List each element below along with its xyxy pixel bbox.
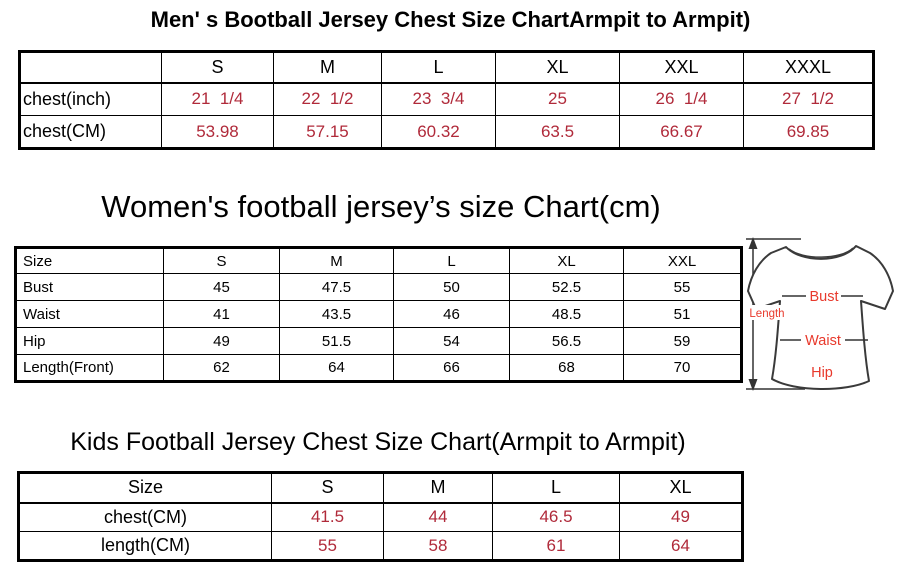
table-row: Length(Front) 62 64 66 68 70 [15, 354, 742, 382]
cell-value: 53.98 [161, 115, 274, 149]
bust-label: Bust [809, 289, 838, 305]
table-row: chest(inch) 21 1/4 22 1/2 23 3/4 25 26 1/4 27 … [19, 82, 874, 116]
waist-label: Waist [805, 333, 841, 349]
cell-value: 66 [393, 354, 510, 382]
kids-chart-title: Kids Football Jersey Chest Size Chart(Ar… [70, 428, 686, 456]
row-label: chest(CM) [19, 115, 162, 149]
cell-value: 61 [492, 531, 620, 561]
cell-value: 25 [495, 82, 620, 116]
header-row: Size S M L XL [18, 472, 743, 504]
cell-value: 47.5 [279, 273, 394, 301]
cell-value: 60.32 [381, 115, 496, 149]
column-header: XL [509, 247, 624, 274]
cell-value: 52.5 [509, 273, 624, 301]
column-header: XXL [623, 247, 742, 274]
cell-value: 68 [509, 354, 624, 382]
column-header: L [381, 51, 496, 84]
table-row: Hip 49 51.5 54 56.5 59 [15, 327, 742, 355]
cell-value: 44 [383, 502, 493, 532]
cell-value: 55 [271, 531, 384, 561]
row-label: length(CM) [18, 531, 272, 561]
table-row: Waist 41 43.5 46 48.5 51 [15, 300, 742, 328]
cell-value: 41 [163, 300, 280, 328]
column-header: S [271, 472, 384, 504]
men-size-table: S M L XL XXL XXXL chest(inch) 21 1/4 22 1/2 23 3/… [18, 50, 875, 150]
column-header: XXXL [743, 51, 874, 84]
collar-inner-arc [788, 247, 854, 258]
cell-value: 23 3/4 [381, 82, 496, 116]
kids-size-table: Size S M L XL chest(CM) 41.5 44 46.5 49 length(CM)… [17, 471, 744, 562]
tshirt-measurement-diagram: Length Bust Waist Hip [744, 234, 901, 396]
length-label: Length [749, 308, 784, 320]
column-header: XL [495, 51, 620, 84]
column-header: XXL [619, 51, 744, 84]
table-row: Bust 45 47.5 50 52.5 55 [15, 273, 742, 301]
cell-value: 59 [623, 327, 742, 355]
cell-value: 46.5 [492, 502, 620, 532]
length-label-backing [745, 305, 790, 320]
column-header: Size [15, 247, 164, 274]
cell-value: 51.5 [279, 327, 394, 355]
column-header: L [492, 472, 620, 504]
women-chart-title: Women's football jersey’s size Chart(cm) [101, 189, 661, 224]
cell-value: 49 [163, 327, 280, 355]
column-header [19, 51, 162, 84]
column-header: Size [18, 472, 272, 504]
cell-value: 46 [393, 300, 510, 328]
row-label: Waist [15, 300, 164, 328]
column-header: L [393, 247, 510, 274]
cell-value: 48.5 [509, 300, 624, 328]
cell-value: 70 [623, 354, 742, 382]
cell-value: 43.5 [279, 300, 394, 328]
men-chart-title: Men' s Bootball Jersey Chest Size ChartA… [150, 7, 751, 32]
cell-value: 22 1/2 [273, 82, 382, 116]
cell-value: 63.5 [495, 115, 620, 149]
cell-value: 41.5 [271, 502, 384, 532]
column-header: S [161, 51, 274, 84]
cell-value: 54 [393, 327, 510, 355]
column-header: M [273, 51, 382, 84]
row-label: Hip [15, 327, 164, 355]
women-size-table: Size S M L XL XXL Bust 45 47.5 50 52.5 55 Waist 41 43.… [14, 246, 743, 383]
header-row: S M L XL XXL XXXL [19, 51, 874, 84]
hip-label: Hip [811, 365, 833, 381]
row-label: chest(CM) [18, 502, 272, 532]
cell-value: 64 [279, 354, 394, 382]
header-row: Size S M L XL XXL [15, 247, 742, 274]
cell-value: 66.67 [619, 115, 744, 149]
table-row: length(CM) 55 58 61 64 [18, 531, 743, 561]
table-row: chest(CM) 41.5 44 46.5 49 [18, 502, 743, 532]
column-header: M [279, 247, 394, 274]
cell-value: 26 1/4 [619, 82, 744, 116]
cell-value: 55 [623, 273, 742, 301]
cell-value: 58 [383, 531, 493, 561]
cell-value: 64 [619, 531, 743, 561]
cell-value: 69.85 [743, 115, 874, 149]
cell-value: 45 [163, 273, 280, 301]
row-label: Bust [15, 273, 164, 301]
column-header: S [163, 247, 280, 274]
row-label: Length(Front) [15, 354, 164, 382]
cell-value: 62 [163, 354, 280, 382]
cell-value: 27 1/2 [743, 82, 874, 116]
cell-value: 51 [623, 300, 742, 328]
cell-value: 49 [619, 502, 743, 532]
column-header: M [383, 472, 493, 504]
row-label: chest(inch) [19, 82, 162, 116]
table-row: chest(CM) 53.98 57.15 60.32 63.5 66.67 69.85 [19, 115, 874, 149]
column-header: XL [619, 472, 743, 504]
cell-value: 50 [393, 273, 510, 301]
cell-value: 56.5 [509, 327, 624, 355]
cell-value: 21 1/4 [161, 82, 274, 116]
cell-value: 57.15 [273, 115, 382, 149]
